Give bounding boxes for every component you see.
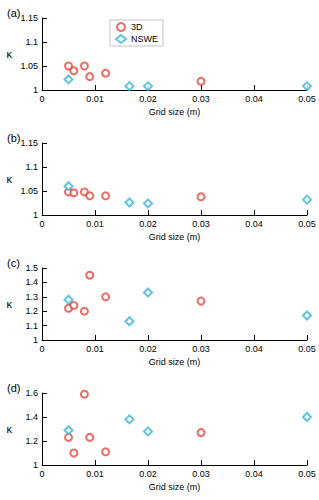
svg-text:3D: 3D bbox=[131, 22, 143, 32]
svg-text:1: 1 bbox=[33, 460, 38, 470]
svg-text:1.5: 1.5 bbox=[25, 263, 38, 273]
svg-text:κ: κ bbox=[7, 48, 13, 60]
svg-text:0.04: 0.04 bbox=[245, 219, 263, 229]
svg-text:0.02: 0.02 bbox=[139, 344, 157, 354]
svg-text:NSWE: NSWE bbox=[131, 34, 158, 44]
svg-text:0.02: 0.02 bbox=[139, 469, 157, 479]
svg-text:1.2: 1.2 bbox=[25, 436, 38, 446]
svg-text:0.03: 0.03 bbox=[192, 94, 210, 104]
svg-text:0.05: 0.05 bbox=[298, 219, 316, 229]
svg-text:Grid size (m): Grid size (m) bbox=[149, 357, 201, 367]
svg-text:0.01: 0.01 bbox=[86, 219, 104, 229]
svg-text:0.03: 0.03 bbox=[192, 219, 210, 229]
svg-text:0.01: 0.01 bbox=[86, 469, 104, 479]
svg-text:(c): (c) bbox=[7, 257, 20, 269]
svg-text:1.05: 1.05 bbox=[20, 61, 38, 71]
svg-text:0.01: 0.01 bbox=[86, 344, 104, 354]
svg-text:0.03: 0.03 bbox=[192, 469, 210, 479]
svg-text:1.1: 1.1 bbox=[25, 37, 38, 47]
svg-text:0.03: 0.03 bbox=[192, 344, 210, 354]
svg-text:κ: κ bbox=[7, 173, 13, 185]
svg-text:1: 1 bbox=[33, 210, 38, 220]
svg-text:0.05: 0.05 bbox=[298, 469, 316, 479]
svg-text:0.01: 0.01 bbox=[86, 94, 104, 104]
svg-text:1.4: 1.4 bbox=[25, 277, 38, 287]
svg-text:0.04: 0.04 bbox=[245, 344, 263, 354]
svg-text:(a): (a) bbox=[7, 7, 20, 19]
svg-text:Grid size (m): Grid size (m) bbox=[149, 107, 201, 117]
svg-text:1: 1 bbox=[33, 85, 38, 95]
svg-text:1.1: 1.1 bbox=[25, 321, 38, 331]
svg-text:1.1: 1.1 bbox=[25, 162, 38, 172]
svg-text:0.04: 0.04 bbox=[245, 469, 263, 479]
svg-text:0: 0 bbox=[39, 94, 44, 104]
svg-text:1: 1 bbox=[33, 335, 38, 345]
svg-text:κ: κ bbox=[7, 423, 13, 435]
svg-text:1.4: 1.4 bbox=[25, 412, 38, 422]
svg-text:0.02: 0.02 bbox=[139, 94, 157, 104]
svg-text:0: 0 bbox=[39, 344, 44, 354]
svg-text:1.15: 1.15 bbox=[20, 13, 38, 23]
svg-text:Grid size (m): Grid size (m) bbox=[149, 482, 201, 492]
svg-text:1.05: 1.05 bbox=[20, 186, 38, 196]
svg-text:(b): (b) bbox=[7, 132, 20, 144]
svg-text:1.3: 1.3 bbox=[25, 292, 38, 302]
svg-text:0.04: 0.04 bbox=[245, 94, 263, 104]
svg-text:κ: κ bbox=[7, 298, 13, 310]
svg-text:1.2: 1.2 bbox=[25, 306, 38, 316]
svg-text:0: 0 bbox=[39, 219, 44, 229]
svg-text:(d): (d) bbox=[7, 382, 20, 394]
svg-text:0.05: 0.05 bbox=[298, 344, 316, 354]
svg-text:1.6: 1.6 bbox=[25, 388, 38, 398]
svg-text:1.15: 1.15 bbox=[20, 138, 38, 148]
svg-text:0.02: 0.02 bbox=[139, 219, 157, 229]
svg-text:0.05: 0.05 bbox=[298, 94, 316, 104]
svg-text:0: 0 bbox=[39, 469, 44, 479]
svg-text:Grid size (m): Grid size (m) bbox=[149, 232, 201, 242]
